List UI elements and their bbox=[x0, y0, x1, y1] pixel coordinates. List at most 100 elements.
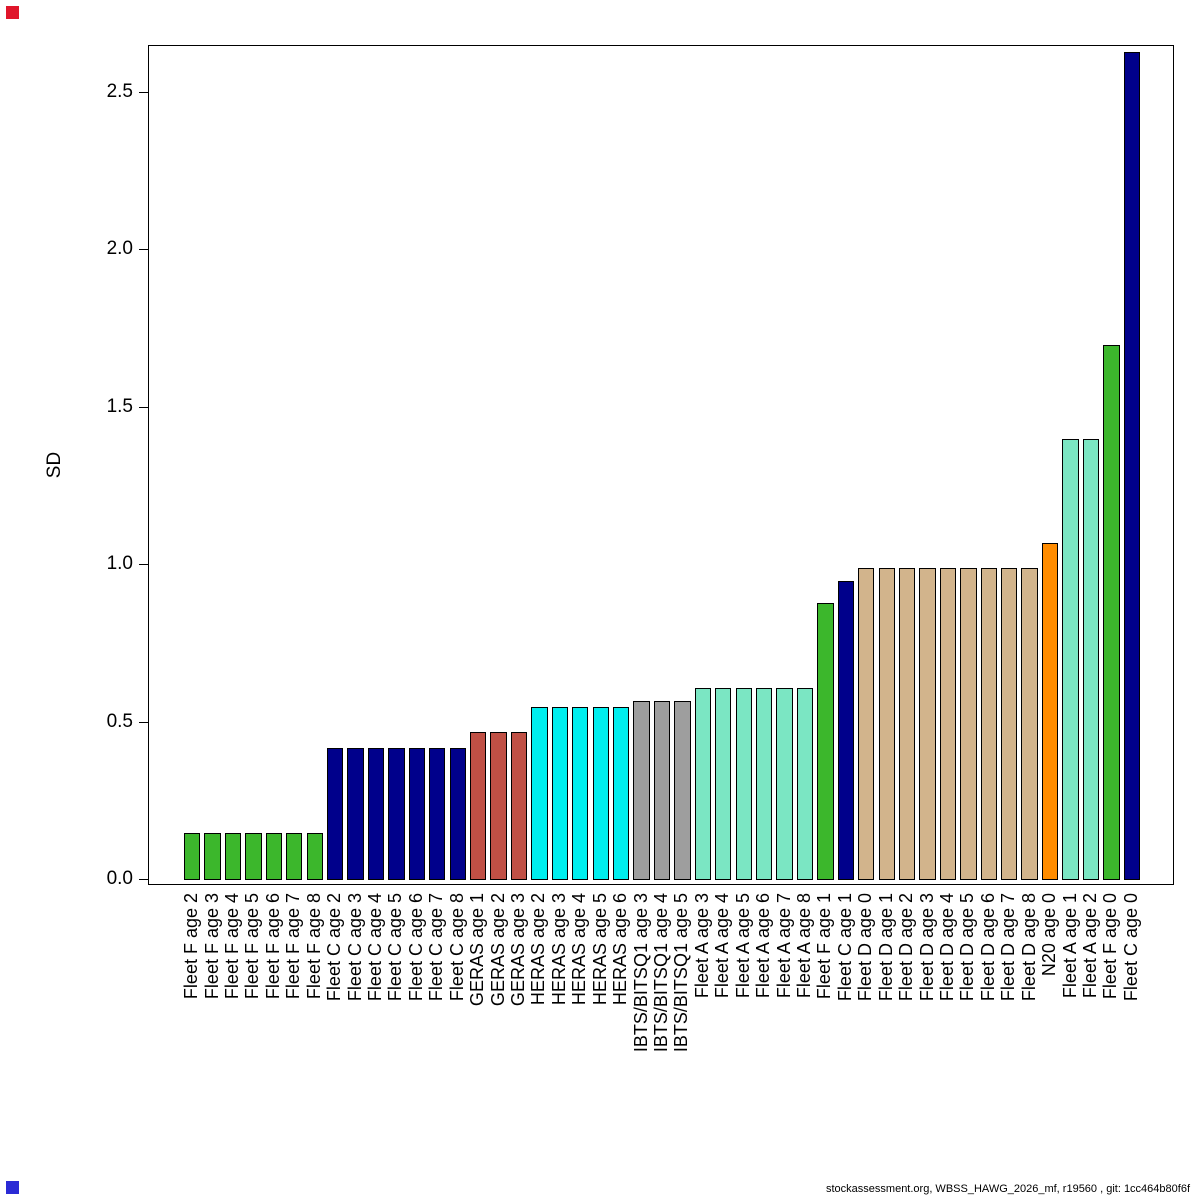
x-tick-label: GERAS age 2 bbox=[487, 893, 508, 1007]
footer-text: stockassessment.org, WBSS_HAWG_2026_mf, … bbox=[826, 1183, 1190, 1195]
x-tick-label: Fleet A age 8 bbox=[793, 893, 814, 999]
bar-fleet-a-age-3 bbox=[694, 687, 711, 880]
x-tick-label: IBTS/BITSQ1 age 3 bbox=[630, 893, 651, 1053]
bar-fleet-c-age-1 bbox=[837, 580, 854, 880]
bar-geras-age-3 bbox=[510, 732, 528, 880]
bar-fleet-d-age-0 bbox=[858, 568, 875, 880]
bar-fleet-a-age-6 bbox=[755, 687, 773, 880]
x-tick-label: Fleet D age 7 bbox=[998, 893, 1019, 1002]
bar-heras-age-4 bbox=[572, 706, 589, 880]
corner-marker-bottom-icon bbox=[6, 1181, 19, 1194]
y-tick-label: 0.0 bbox=[106, 868, 133, 889]
bar-fleet-d-age-4 bbox=[939, 568, 957, 880]
bar-fleet-c-age-7 bbox=[429, 747, 446, 880]
y-tick bbox=[139, 92, 148, 93]
x-tick-label: IBTS/BITSQ1 age 4 bbox=[651, 893, 671, 1053]
bar-heras-age-6 bbox=[612, 706, 630, 880]
x-tick-label: Fleet F age 4 bbox=[222, 893, 243, 1000]
x-tick-label: HERAS age 5 bbox=[589, 893, 610, 1006]
x-tick-label: Fleet C age 0 bbox=[1120, 893, 1141, 1002]
bar-fleet-d-age-5 bbox=[960, 568, 977, 880]
bar-fleet-d-age-2 bbox=[898, 568, 916, 880]
bar-fleet-a-age-1 bbox=[1062, 439, 1079, 880]
x-tick-label: HERAS age 4 bbox=[569, 893, 590, 1006]
bar-fleet-f-age-7 bbox=[286, 832, 303, 880]
y-tick bbox=[139, 406, 148, 408]
bar-fleet-f-age-2 bbox=[184, 832, 201, 880]
bar-fleet-a-age-2 bbox=[1082, 439, 1100, 880]
plot-area bbox=[148, 45, 1174, 885]
x-tick-label: IBTS/BITSQ1 age 5 bbox=[671, 893, 692, 1053]
x-tick-label: Fleet A age 7 bbox=[773, 893, 794, 999]
bar-fleet-d-age-8 bbox=[1021, 568, 1038, 880]
bar-fleet-c-age-8 bbox=[449, 747, 466, 880]
x-tick-label: Fleet C age 4 bbox=[365, 893, 386, 1002]
x-tick-label: Fleet C age 6 bbox=[405, 893, 426, 1002]
y-tick bbox=[139, 721, 148, 723]
x-tick-label: Fleet C age 5 bbox=[385, 893, 406, 1002]
y-tick bbox=[139, 249, 148, 251]
x-tick-label: Fleet D age 0 bbox=[855, 893, 876, 1002]
y-tick bbox=[139, 564, 148, 566]
x-tick-label: GERAS age 1 bbox=[467, 893, 488, 1007]
bar-ibts-bitsq1-age-4 bbox=[653, 700, 671, 880]
bar-fleet-f-age-8 bbox=[306, 832, 323, 880]
x-tick-label: Fleet C age 7 bbox=[426, 893, 447, 1002]
bar-fleet-f-age-4 bbox=[224, 832, 242, 880]
x-tick-label: Fleet A age 1 bbox=[1059, 893, 1080, 999]
y-tick-label: 2.5 bbox=[106, 81, 133, 102]
y-tick bbox=[139, 879, 148, 880]
x-tick-label: Fleet F age 8 bbox=[303, 893, 324, 1000]
bar-ibts-bitsq1-age-5 bbox=[674, 700, 691, 880]
bar-fleet-d-age-7 bbox=[1001, 568, 1018, 880]
bar-fleet-c-age-6 bbox=[408, 747, 426, 880]
bar-fleet-a-age-4 bbox=[715, 687, 732, 880]
bar-fleet-c-age-4 bbox=[367, 747, 385, 880]
bar-fleet-c-age-3 bbox=[347, 747, 364, 880]
x-tick-label: Fleet D age 6 bbox=[977, 893, 998, 1002]
y-tick-label: 2.0 bbox=[106, 238, 133, 260]
bar-fleet-f-age-0 bbox=[1103, 344, 1120, 880]
bar-heras-age-3 bbox=[551, 706, 569, 880]
bar-fleet-c-age-0 bbox=[1123, 52, 1140, 880]
x-tick-label: HERAS age 2 bbox=[528, 893, 549, 1006]
x-tick-label: Fleet A age 2 bbox=[1079, 893, 1100, 999]
y-axis-title: SD bbox=[44, 451, 65, 479]
x-tick-label: Fleet D age 2 bbox=[896, 893, 917, 1002]
x-tick-label: HERAS age 6 bbox=[610, 893, 631, 1006]
x-tick-label: Fleet C age 8 bbox=[446, 893, 467, 1002]
x-tick-label: Fleet A age 6 bbox=[753, 893, 774, 999]
bar-heras-age-2 bbox=[531, 706, 548, 880]
y-tick-label: 1.5 bbox=[106, 395, 133, 417]
x-tick-label: Fleet F age 2 bbox=[181, 893, 202, 1000]
bar-fleet-d-age-1 bbox=[878, 568, 895, 880]
x-tick-label: HERAS age 3 bbox=[548, 893, 569, 1006]
y-tick-label: 1.0 bbox=[106, 553, 133, 575]
x-tick-label: Fleet F age 5 bbox=[242, 893, 263, 1000]
bar-geras-age-2 bbox=[490, 732, 507, 880]
bar-fleet-f-age-5 bbox=[245, 832, 262, 880]
bar-fleet-d-age-6 bbox=[980, 568, 997, 880]
x-tick-label: Fleet A age 3 bbox=[691, 893, 712, 999]
x-tick-label: Fleet D age 1 bbox=[875, 893, 896, 1002]
x-tick-label: Fleet D age 3 bbox=[916, 893, 937, 1002]
x-tick-label: GERAS age 3 bbox=[508, 893, 529, 1007]
x-tick-label: Fleet F age 3 bbox=[201, 893, 222, 1000]
x-tick-label: N20 age 0 bbox=[1039, 893, 1060, 977]
bar-fleet-f-age-6 bbox=[265, 832, 283, 880]
bar-fleet-a-age-8 bbox=[796, 687, 814, 880]
bar-geras-age-1 bbox=[470, 732, 487, 880]
bar-fleet-f-age-1 bbox=[817, 602, 834, 880]
x-tick-label: Fleet C age 2 bbox=[324, 893, 345, 1002]
bar-fleet-a-age-7 bbox=[776, 687, 793, 880]
corner-marker-top-icon bbox=[6, 6, 19, 19]
bar-fleet-a-age-5 bbox=[735, 687, 752, 880]
bar-fleet-f-age-3 bbox=[204, 832, 221, 880]
x-tick-label: Fleet A age 5 bbox=[732, 893, 753, 999]
x-tick-label: Fleet C age 1 bbox=[834, 893, 855, 1002]
x-tick-label: Fleet F age 6 bbox=[262, 893, 283, 1000]
y-tick-label: 0.5 bbox=[106, 710, 133, 732]
x-tick-label: Fleet F age 1 bbox=[814, 893, 835, 1000]
x-tick-label: Fleet F age 7 bbox=[283, 893, 304, 1000]
